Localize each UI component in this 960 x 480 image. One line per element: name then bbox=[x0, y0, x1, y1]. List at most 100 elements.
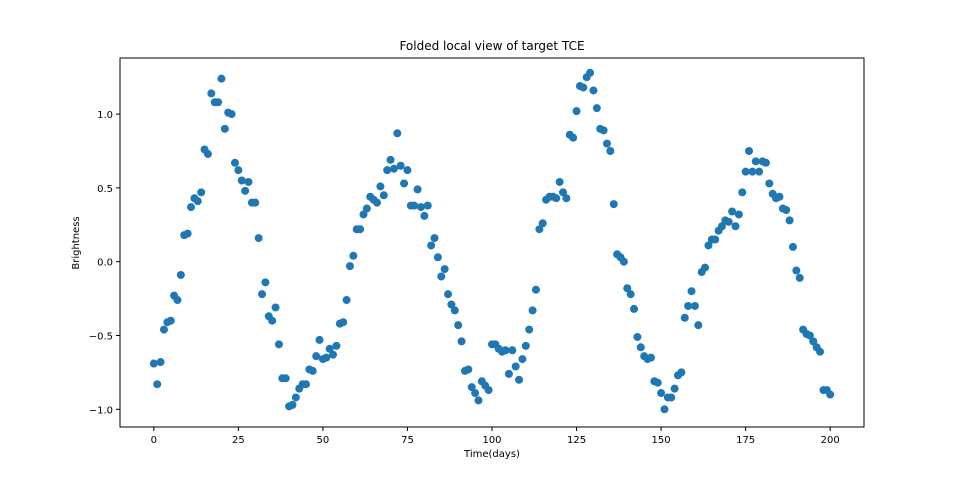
data-point bbox=[288, 400, 297, 409]
data-point bbox=[454, 321, 463, 330]
data-point bbox=[609, 200, 618, 209]
data-point bbox=[420, 211, 429, 220]
data-point bbox=[751, 157, 760, 166]
data-point bbox=[416, 203, 425, 212]
data-point bbox=[410, 201, 419, 210]
data-point bbox=[785, 216, 794, 225]
data-point bbox=[437, 272, 446, 281]
data-point bbox=[342, 296, 351, 305]
x-tick-label: 25 bbox=[232, 435, 245, 446]
data-point bbox=[525, 325, 534, 334]
data-point bbox=[809, 337, 818, 346]
data-point bbox=[501, 346, 510, 355]
data-point bbox=[724, 217, 733, 226]
data-point bbox=[281, 374, 290, 383]
data-point bbox=[241, 186, 250, 195]
data-point bbox=[504, 369, 513, 378]
data-point bbox=[400, 179, 409, 188]
data-point bbox=[271, 303, 280, 312]
data-point bbox=[322, 353, 331, 362]
data-point bbox=[214, 98, 223, 107]
data-point bbox=[193, 197, 202, 206]
data-point bbox=[203, 149, 212, 158]
data-point bbox=[667, 393, 676, 402]
data-point bbox=[427, 241, 436, 250]
data-point bbox=[183, 229, 192, 238]
y-tick-label: 0.0 bbox=[97, 258, 113, 269]
x-tick-label: 150 bbox=[652, 435, 671, 446]
data-point bbox=[457, 337, 466, 346]
x-tick-label: 50 bbox=[317, 435, 330, 446]
x-tick-label: 0 bbox=[151, 435, 157, 446]
y-axis-ticks: −1.0 −0.5 0.0 0.5 1.0 bbox=[89, 110, 120, 416]
y-tick-label: −1.0 bbox=[89, 405, 113, 416]
data-point bbox=[562, 194, 571, 203]
data-point bbox=[660, 405, 669, 414]
data-point bbox=[717, 222, 726, 231]
data-point bbox=[268, 316, 277, 325]
data-point bbox=[677, 368, 686, 377]
data-point bbox=[626, 290, 635, 299]
data-point bbox=[373, 198, 382, 207]
data-point bbox=[748, 167, 757, 176]
data-point bbox=[440, 265, 449, 274]
data-point bbox=[153, 380, 162, 389]
data-point bbox=[396, 161, 405, 170]
data-point bbox=[383, 166, 392, 175]
data-point bbox=[173, 296, 182, 305]
data-point bbox=[728, 207, 737, 216]
data-point bbox=[258, 290, 267, 299]
data-point bbox=[187, 203, 196, 212]
data-point bbox=[765, 179, 774, 188]
data-point bbox=[636, 343, 645, 352]
data-point bbox=[816, 347, 825, 356]
data-point bbox=[308, 366, 317, 375]
plot-frame bbox=[119, 57, 865, 428]
data-point bbox=[339, 318, 348, 327]
data-point bbox=[254, 234, 263, 243]
data-point bbox=[217, 74, 226, 83]
data-point bbox=[734, 210, 743, 219]
data-point bbox=[251, 198, 260, 207]
data-point bbox=[684, 301, 693, 310]
data-point bbox=[687, 287, 696, 296]
data-point bbox=[711, 235, 720, 244]
data-point bbox=[515, 375, 524, 384]
data-point bbox=[349, 251, 358, 260]
data-point bbox=[646, 353, 655, 362]
x-axis-ticks: 0 25 50 75 100 125 150 175 200 bbox=[151, 427, 840, 446]
data-point bbox=[467, 383, 476, 392]
y-tick-label: 0.5 bbox=[97, 184, 113, 195]
data-point bbox=[447, 300, 456, 309]
data-point bbox=[690, 301, 699, 310]
data-point bbox=[389, 164, 398, 173]
data-point bbox=[376, 182, 385, 191]
data-point bbox=[244, 177, 253, 186]
data-point bbox=[630, 304, 639, 313]
data-point bbox=[592, 104, 601, 113]
data-point bbox=[302, 380, 310, 389]
data-point bbox=[619, 257, 628, 266]
data-point bbox=[535, 225, 544, 234]
data-point bbox=[362, 204, 371, 213]
data-point bbox=[606, 146, 615, 155]
data-point bbox=[345, 262, 354, 271]
data-point bbox=[386, 155, 395, 164]
y-tick-label: 1.0 bbox=[97, 110, 113, 121]
data-point bbox=[745, 146, 754, 155]
data-point bbox=[738, 188, 747, 197]
data-point bbox=[788, 242, 797, 251]
data-point bbox=[680, 313, 689, 322]
data-point bbox=[207, 89, 216, 98]
x-tick-label: 125 bbox=[567, 435, 586, 446]
data-point bbox=[518, 355, 527, 364]
data-point bbox=[555, 177, 564, 186]
data-point bbox=[538, 219, 547, 228]
data-point bbox=[602, 139, 611, 148]
data-point bbox=[511, 362, 520, 371]
data-point bbox=[237, 176, 246, 185]
x-tick-label: 75 bbox=[401, 435, 414, 446]
data-point bbox=[471, 389, 480, 398]
data-point bbox=[332, 341, 341, 350]
